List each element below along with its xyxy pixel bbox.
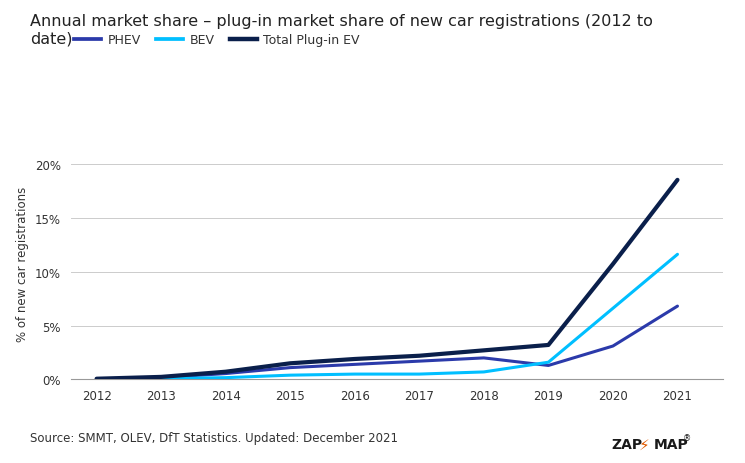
Text: Annual market share – plug-in market share of new car registrations (2012 to
dat: Annual market share – plug-in market sha… <box>30 14 653 46</box>
Text: MAP: MAP <box>654 438 689 451</box>
Text: ⚡: ⚡ <box>639 437 650 451</box>
Y-axis label: % of new car registrations: % of new car registrations <box>16 187 30 341</box>
Text: ZAP: ZAP <box>611 438 642 451</box>
Legend: PHEV, BEV, Total Plug-in EV: PHEV, BEV, Total Plug-in EV <box>74 34 360 47</box>
Text: ®: ® <box>682 433 691 442</box>
Text: Source: SMMT, OLEV, DfT Statistics. Updated: December 2021: Source: SMMT, OLEV, DfT Statistics. Upda… <box>30 432 398 444</box>
